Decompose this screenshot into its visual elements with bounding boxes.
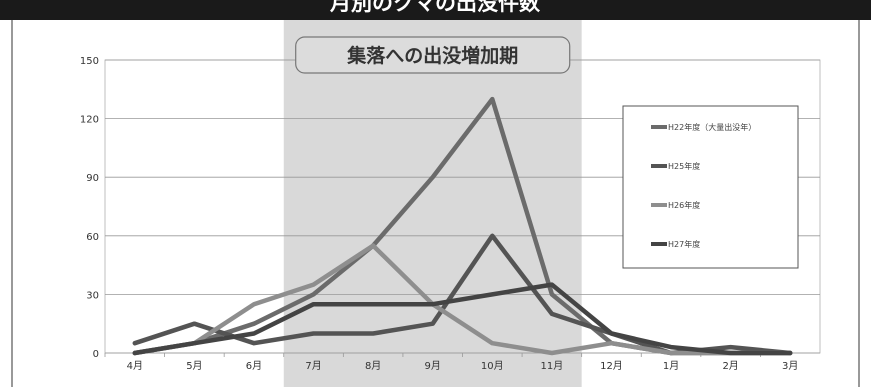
x-tick-label: 8月 — [365, 360, 381, 372]
highlight-label-box — [295, 36, 571, 74]
x-tick-labels: 4月 5月 6月 7月 8月 9月 10月 11月 12月 1月 2月 3月 — [127, 360, 799, 372]
legend-label-2: H25年度 — [668, 161, 700, 171]
y-tick-label: 30 — [86, 290, 99, 301]
legend: H22年度（大量出没年） H25年度 H26年度 H27年度 — [622, 105, 799, 269]
y-tick-label: 120 — [80, 115, 99, 126]
x-tick-label: 6月 — [246, 360, 262, 372]
chart-title: 月別のクマの出没件数 — [329, 0, 541, 15]
series-line-4 — [132, 282, 793, 356]
legend-box — [622, 105, 799, 269]
highlight-label: 集落への出没増加期 — [295, 36, 571, 74]
y-tick-label: 0 — [93, 349, 99, 360]
y-tick-label: 90 — [86, 173, 99, 184]
legend-label-1: H22年度（大量出没年） — [668, 122, 756, 132]
y-tick-labels: 0 30 60 90 120 150 — [80, 56, 99, 360]
x-tick-label: 10月 — [481, 360, 504, 372]
legend-label-4: H27年度 — [668, 239, 700, 249]
x-tick-label: 4月 — [127, 360, 143, 372]
x-tick-label: 5月 — [186, 360, 202, 372]
x-tick-label: 9月 — [425, 360, 441, 372]
y-tick-label: 150 — [80, 56, 99, 67]
x-tick-label: 3月 — [782, 360, 798, 372]
series-lines — [132, 96, 793, 356]
x-tick-label: 2月 — [722, 360, 738, 372]
series-line-3 — [132, 243, 793, 356]
y-tick-label: 60 — [86, 232, 99, 243]
x-tick-label: 1月 — [663, 360, 679, 372]
x-tick-label: 11月 — [541, 360, 564, 372]
title-bar — [0, 0, 871, 20]
legend-label-3: H26年度 — [668, 200, 700, 210]
highlight-label-text: 集落への出没増加期 — [346, 44, 518, 67]
x-tick-label: 7月 — [305, 360, 321, 372]
x-tick-label: 12月 — [600, 360, 623, 372]
